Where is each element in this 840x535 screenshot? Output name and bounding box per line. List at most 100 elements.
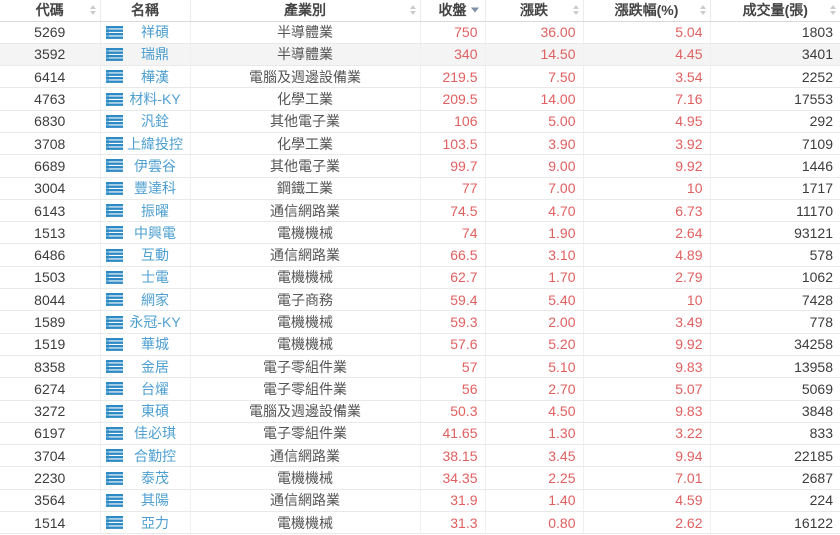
table-row[interactable]: 6689 伊雲谷 其他電子業 99.7 9.00 9.92 1446 [0,154,840,178]
table-row[interactable]: 3704 合勤控 通信網路業 38.15 3.45 9.94 22185 [0,444,840,468]
table-row[interactable]: 1589 永冠-KY 電機機械 59.3 2.00 3.49 778 [0,310,840,334]
column-header-industry[interactable]: 產業別 [190,0,421,22]
industry: 電機機械 [190,466,421,490]
sort-toggle-icon[interactable] [830,5,836,16]
stock-name-link[interactable]: 其陽 [141,492,169,509]
table-row[interactable]: 2230 泰茂 電機機械 34.35 2.25 7.01 2687 [0,466,840,490]
table-row[interactable]: 3272 東碩 電腦及週邊設備業 50.3 4.50 9.83 3848 [0,400,840,423]
column-header-close[interactable]: 收盤 [420,0,486,22]
stock-name-link[interactable]: 網家 [141,291,169,308]
list-icon[interactable] [105,270,123,284]
column-header-name[interactable]: 名稱 [100,0,191,22]
stock-name-link[interactable]: 永冠-KY [129,314,181,330]
stock-name-link[interactable]: 佳必琪 [134,425,176,442]
stock-name-cell: 台燿 [100,377,191,401]
stock-code: 1503 [0,266,101,290]
stock-name-link[interactable]: 汎銓 [141,113,169,130]
list-icon[interactable] [105,181,123,195]
stock-name-link[interactable]: 合勤控 [134,447,176,464]
table-row[interactable]: 5269 祥碩 半導體業 750 36.00 5.04 1803 [0,21,840,44]
table-row[interactable]: 8358 金居 電子零組件業 57 5.10 9.83 13958 [0,355,840,379]
stock-name-link[interactable]: 泰茂 [141,470,169,487]
list-icon[interactable] [105,293,123,307]
table-row[interactable]: 6197 佳必琪 電子零組件業 41.65 1.30 3.22 833 [0,422,840,446]
table-row[interactable]: 1514 亞力 電機機械 31.3 0.80 2.62 16122 [0,511,840,535]
column-header-volume[interactable]: 成交量(張) [710,0,840,22]
table-row[interactable]: 3592 瑞鼎 半導體業 340 14.50 4.45 3401 [0,43,840,67]
list-icon[interactable] [105,360,123,374]
stock-name-link[interactable]: 上緯投控 [127,135,183,152]
stock-name-link[interactable]: 祥碩 [141,24,169,41]
stock-name-link[interactable]: 台燿 [141,380,169,397]
list-icon[interactable] [105,426,123,440]
list-icon[interactable] [105,493,123,507]
list-icon[interactable] [105,47,123,61]
table-row[interactable]: 6830 汎銓 其他電子業 106 5.00 4.95 292 [0,110,840,133]
column-header-change[interactable]: 漲跌 [485,0,584,22]
stock-code: 6197 [0,422,101,446]
stock-name-link[interactable]: 士電 [141,269,169,286]
stock-name-link[interactable]: 華城 [141,336,169,353]
stock-name-cell: 豐達科 [100,177,191,200]
table-row[interactable]: 6414 樺漢 電腦及週邊設備業 219.5 7.50 3.54 2252 [0,65,840,89]
price-change-percent: 7.16 [583,87,711,111]
list-icon[interactable] [105,137,123,151]
stock-name-link[interactable]: 材料-KY [129,91,181,108]
volume: 17553 [710,87,840,111]
table-row[interactable]: 1519 華城 電機機械 57.6 5.20 9.92 34258 [0,333,840,356]
sort-descending-icon[interactable] [470,7,479,13]
list-icon[interactable] [105,382,123,396]
stock-name-link[interactable]: 中興電 [134,224,176,241]
stock-name-cell: 汎銓 [100,110,191,133]
table-row[interactable]: 6486 互動 通信網路業 66.5 3.10 4.89 578 [0,243,840,267]
sort-toggle-icon[interactable] [409,5,416,16]
table-row[interactable]: 4763 材料-KY 化學工業 209.5 14.00 7.16 17553 [0,87,840,111]
list-icon[interactable] [105,449,123,463]
price-change: 7.50 [485,65,584,89]
industry: 半導體業 [190,21,421,44]
stock-name-cell: 合勤控 [100,444,191,468]
sort-toggle-icon[interactable] [572,5,579,16]
list-icon[interactable] [105,516,123,530]
stock-name-link[interactable]: 樺漢 [141,68,169,85]
table-row[interactable]: 3708 上緯投控 化學工業 103.5 3.90 3.92 7109 [0,132,840,156]
column-header-code[interactable]: 代碼 [0,0,101,22]
stock-name-link[interactable]: 東碩 [141,403,169,420]
table-row[interactable]: 6274 台燿 電子零組件業 56 2.70 5.07 5069 [0,377,840,401]
list-icon[interactable] [105,226,123,240]
list-icon[interactable] [105,204,123,218]
table-row[interactable]: 6143 振曜 通信網路業 74.5 4.70 6.73 11170 [0,199,840,223]
list-icon[interactable] [105,25,123,39]
list-icon[interactable] [105,404,123,418]
sort-toggle-icon[interactable] [89,5,96,16]
stock-name-link[interactable]: 瑞鼎 [141,46,169,63]
list-icon[interactable] [105,337,123,351]
list-icon[interactable] [105,471,123,485]
list-icon[interactable] [105,92,123,106]
stock-code: 6274 [0,377,101,401]
list-icon[interactable] [105,70,123,84]
table-row[interactable]: 8044 網家 電子商務 59.4 5.40 10 7428 [0,288,840,312]
stock-name-link[interactable]: 金居 [141,358,169,375]
stock-code: 3708 [0,132,101,156]
close-price: 74 [420,221,486,245]
column-header-change-pct[interactable]: 漲跌幅(%) [583,0,711,22]
table-row[interactable]: 1513 中興電 電機機械 74 1.90 2.64 93121 [0,221,840,245]
stock-name-link[interactable]: 互動 [141,247,169,264]
stock-name-link[interactable]: 振曜 [141,202,169,219]
list-icon[interactable] [105,248,123,262]
industry: 電子零組件業 [190,422,421,446]
table-row[interactable]: 3004 豐達科 鋼鐵工業 77 7.00 10 1717 [0,177,840,200]
sort-toggle-icon[interactable] [699,5,706,16]
list-icon[interactable] [105,159,123,173]
table-row[interactable]: 1503 士電 電機機械 62.7 1.70 2.79 1062 [0,266,840,290]
list-icon[interactable] [105,114,123,128]
stock-name-link[interactable]: 豐達科 [134,180,176,197]
industry: 通信網路業 [190,243,421,267]
price-change: 0.80 [485,511,584,535]
list-icon[interactable] [105,315,123,329]
stock-name-link[interactable]: 亞力 [141,514,169,531]
stock-name-link[interactable]: 伊雲谷 [134,157,176,174]
table-row[interactable]: 3564 其陽 通信網路業 31.9 1.40 4.59 224 [0,489,840,513]
